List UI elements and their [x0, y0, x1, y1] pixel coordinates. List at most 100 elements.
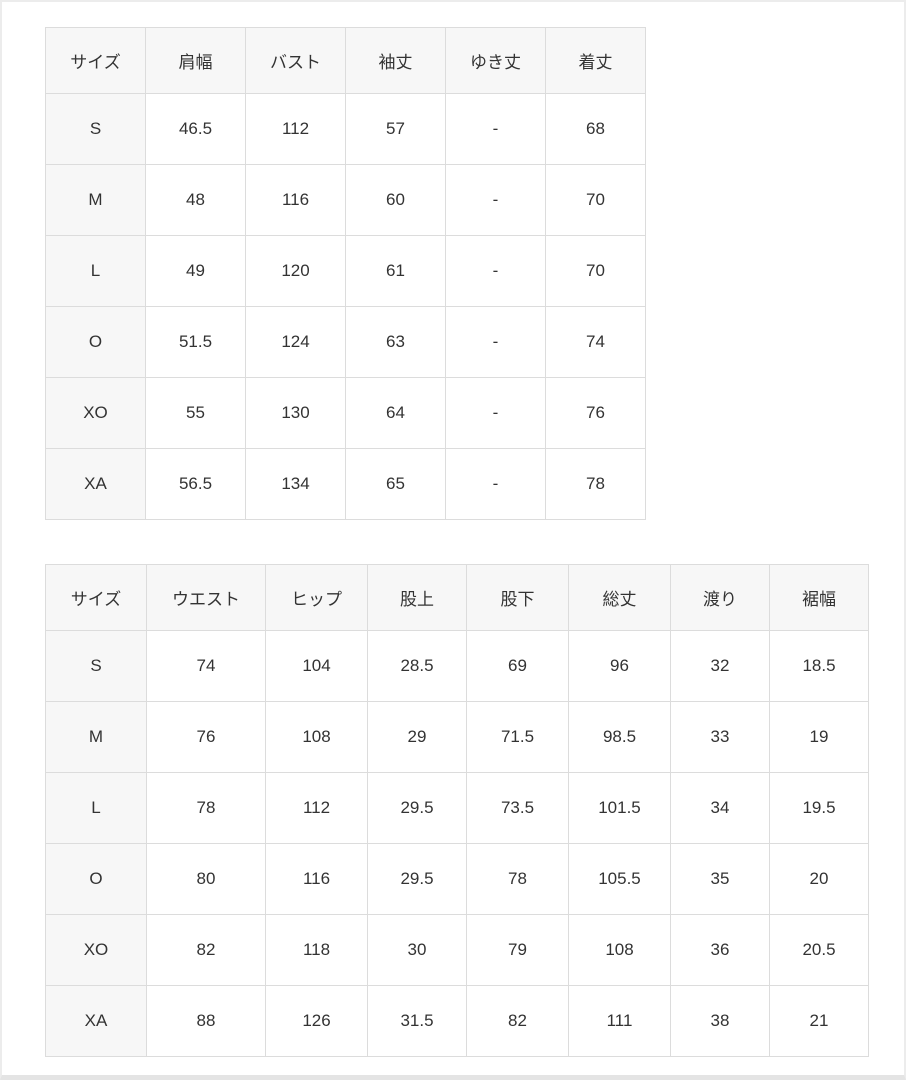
measurement-value-cell: 48	[145, 164, 246, 236]
measurement-value-cell: 46.5	[145, 93, 246, 165]
size-label-cell: S	[45, 93, 146, 165]
measurement-value-cell: 74	[545, 306, 646, 378]
measurement-value-cell: 36	[670, 914, 770, 986]
size-label-cell: M	[45, 701, 147, 773]
table-row: O 51.5 124 63-74	[45, 306, 646, 378]
measurement-value-cell: 38	[670, 985, 770, 1057]
measurement-value-cell: 74	[146, 630, 266, 702]
measurement-value-cell: 76	[146, 701, 266, 773]
measurement-value-cell: 55	[145, 377, 246, 449]
measurement-value-cell: 32	[670, 630, 770, 702]
measurement-value-cell: 49	[145, 235, 246, 307]
table-row: L 78 112 29.5 73.5 101.5 34 19.5	[45, 772, 869, 844]
table-row: M 76 108 29 71.5 98.5 33 19	[45, 701, 869, 773]
measurement-value-cell: 34	[670, 772, 770, 844]
measurement-value-cell: 33	[670, 701, 770, 773]
measurement-value-cell: 69	[466, 630, 569, 702]
measurement-column-header: 股上	[367, 564, 467, 631]
measurement-value-cell: 68	[545, 93, 646, 165]
measurement-value-cell: 130	[245, 377, 346, 449]
tops-size-table: サイズ 肩幅 バスト 袖丈 ゆき丈 着丈 S 46.5 112 57-68 M 48 116 60-70 L…	[45, 27, 646, 520]
measurement-value-cell: 108	[568, 914, 671, 986]
measurement-column-header: 着丈	[545, 27, 646, 94]
table-row: XO 55 130 64-76	[45, 377, 646, 449]
measurement-value-cell: 20	[769, 843, 869, 915]
measurement-value-cell: 116	[265, 843, 368, 915]
measurement-value-cell: 31.5	[367, 985, 467, 1057]
measurement-value-cell: 82	[466, 985, 569, 1057]
header-row: サイズ 肩幅 バスト 袖丈 ゆき丈 着丈	[45, 27, 646, 94]
size-label-cell: O	[45, 306, 146, 378]
measurement-value-cell: 70	[545, 235, 646, 307]
measurement-value-cell: 82	[146, 914, 266, 986]
table-row: M 48 116 60-70	[45, 164, 646, 236]
measurement-value-cell: 51.5	[145, 306, 246, 378]
measurement-value-cell: -	[445, 235, 546, 307]
table-row: S 74 104 28.5 69 96 32 18.5	[45, 630, 869, 702]
measurement-column-header: 裾幅	[769, 564, 869, 631]
measurement-column-header: 股下	[466, 564, 569, 631]
measurement-value-cell: 18.5	[769, 630, 869, 702]
measurement-value-cell: 111	[568, 985, 671, 1057]
measurement-value-cell: 80	[146, 843, 266, 915]
size-column-header: サイズ	[45, 27, 146, 94]
measurement-value-cell: 78	[146, 772, 266, 844]
measurement-value-cell: 101.5	[568, 772, 671, 844]
measurement-value-cell: 112	[245, 93, 346, 165]
measurement-value-cell: 108	[265, 701, 368, 773]
measurement-value-cell: 19.5	[769, 772, 869, 844]
measurement-column-header: ゆき丈	[445, 27, 546, 94]
size-chart-section: サイズ 肩幅 バスト 袖丈 ゆき丈 着丈 S 46.5 112 57-68 M 48 116 60-70 L…	[45, 27, 869, 1057]
measurement-value-cell: 19	[769, 701, 869, 773]
measurement-value-cell: 28.5	[367, 630, 467, 702]
table-row: XA 88 126 31.5 82 111 38 21	[45, 985, 869, 1057]
measurement-value-cell: 118	[265, 914, 368, 986]
table-row: XA 56.5 134 65-78	[45, 448, 646, 520]
measurement-value-cell: 116	[245, 164, 346, 236]
header-row: サイズ ウエスト ヒップ 股上 股下 総丈 渡り 裾幅	[45, 564, 869, 631]
table-row: L 49 120 61-70	[45, 235, 646, 307]
measurement-value-cell: 29	[367, 701, 467, 773]
measurement-value-cell: 96	[568, 630, 671, 702]
measurement-value-cell: -	[445, 448, 546, 520]
size-label-cell: S	[45, 630, 147, 702]
measurement-value-cell: 112	[265, 772, 368, 844]
measurement-value-cell: 70	[545, 164, 646, 236]
size-label-cell: M	[45, 164, 146, 236]
measurement-value-cell: 134	[245, 448, 346, 520]
table-row: XO 82 118 30 79 108 36 20.5	[45, 914, 869, 986]
measurement-column-header: 袖丈	[345, 27, 446, 94]
measurement-column-header: 肩幅	[145, 27, 246, 94]
measurement-value-cell: 120	[245, 235, 346, 307]
bottoms-size-table: サイズ ウエスト ヒップ 股上 股下 総丈 渡り 裾幅 S 74 104 28.5 69 96 32 18.5…	[45, 564, 869, 1057]
size-column-header: サイズ	[45, 564, 147, 631]
measurement-value-cell: 104	[265, 630, 368, 702]
table-row: S 46.5 112 57-68	[45, 93, 646, 165]
measurement-value-cell: -	[445, 377, 546, 449]
measurement-value-cell: 126	[265, 985, 368, 1057]
size-label-cell: XA	[45, 985, 147, 1057]
measurement-value-cell: 63	[345, 306, 446, 378]
measurement-value-cell: 71.5	[466, 701, 569, 773]
measurement-value-cell: 76	[545, 377, 646, 449]
measurement-value-cell: 64	[345, 377, 446, 449]
measurement-value-cell: 56.5	[145, 448, 246, 520]
measurement-value-cell: 57	[345, 93, 446, 165]
measurement-value-cell: -	[445, 306, 546, 378]
measurement-value-cell: 61	[345, 235, 446, 307]
size-label-cell: O	[45, 843, 147, 915]
table-row: O 80 116 29.5 78 105.5 35 20	[45, 843, 869, 915]
measurement-value-cell: 21	[769, 985, 869, 1057]
measurement-value-cell: 30	[367, 914, 467, 986]
measurement-value-cell: 35	[670, 843, 770, 915]
measurement-value-cell: 88	[146, 985, 266, 1057]
measurement-value-cell: -	[445, 164, 546, 236]
measurement-value-cell: 78	[466, 843, 569, 915]
measurement-value-cell: 73.5	[466, 772, 569, 844]
measurement-column-header: バスト	[245, 27, 346, 94]
size-label-cell: L	[45, 235, 146, 307]
measurement-value-cell: 79	[466, 914, 569, 986]
size-label-cell: L	[45, 772, 147, 844]
measurement-value-cell: 98.5	[568, 701, 671, 773]
